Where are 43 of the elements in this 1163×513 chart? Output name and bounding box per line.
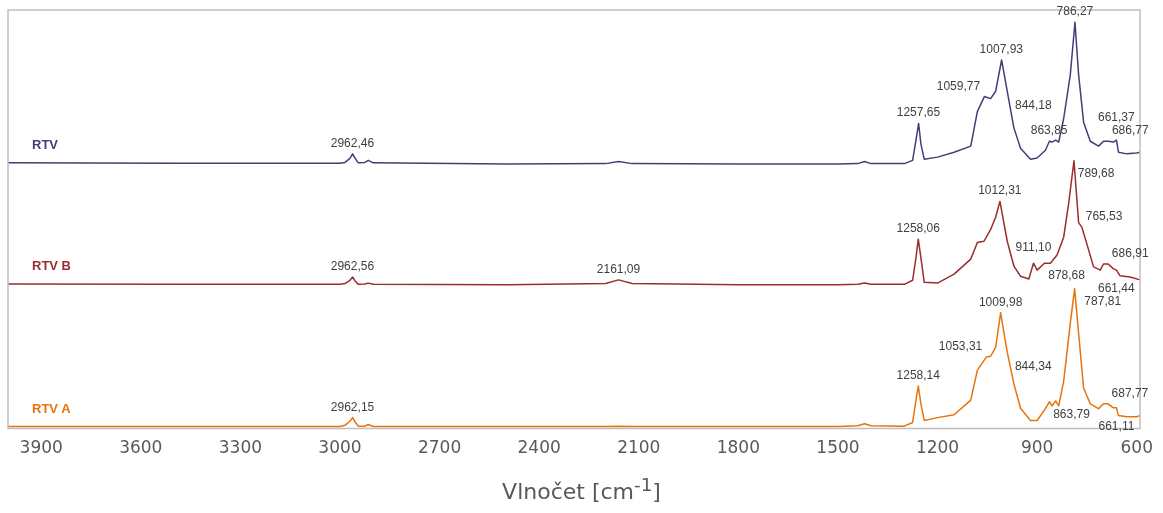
- x-tick-label: 3600: [119, 437, 163, 458]
- annotation: 2962,46: [330, 135, 375, 150]
- annotation: 787,81: [1084, 293, 1122, 308]
- annotation: 2962,15: [330, 399, 375, 414]
- annotation: 1009,98: [978, 294, 1023, 309]
- annotation: 661,44: [1097, 281, 1135, 296]
- annotation: 1059,77: [936, 78, 981, 93]
- x-tick-label: 2400: [517, 437, 561, 458]
- annotation: 1053,31: [938, 339, 983, 354]
- x-tick-label: 1200: [915, 437, 960, 458]
- x-axis-title: Vlnočet [cm$^{-1}$]: [501, 474, 662, 505]
- annotation: 789,68: [1077, 165, 1115, 180]
- series-label: RTV: [32, 136, 59, 152]
- annotation: 911,10: [1015, 240, 1052, 255]
- annotation: 1257,65: [896, 105, 941, 120]
- annotation: 2962,56: [330, 259, 375, 274]
- annotation: 844,34: [1014, 358, 1052, 373]
- annotation: 687,77: [1111, 385, 1149, 400]
- x-tick-label: 3300: [218, 437, 263, 458]
- annotation: 686,77: [1111, 123, 1149, 138]
- x-tick-label: 1800: [716, 437, 760, 458]
- annotation: 2161,09: [596, 261, 641, 276]
- annotation: 1258,14: [896, 367, 941, 382]
- annotation: 686,91: [1111, 246, 1149, 260]
- annotation: 1012,31: [978, 183, 1022, 198]
- annotation: 1007,93: [979, 41, 1024, 56]
- annotation: 765,53: [1085, 209, 1123, 224]
- x-tick-label: 2100: [617, 437, 661, 458]
- annotation: 661,11: [1098, 418, 1135, 433]
- x-tick-label: 3900: [19, 437, 63, 458]
- annotation: 878,68: [1048, 268, 1086, 283]
- annotation: 1258,06: [896, 221, 941, 236]
- x-tick-label: 1500: [816, 437, 860, 458]
- series-label: RTV A: [32, 400, 72, 416]
- x-tick-label: 900: [1020, 437, 1054, 458]
- annotation: 863,79: [1053, 406, 1091, 421]
- series-label: RTV B: [32, 257, 71, 273]
- annotation: 786,27: [1056, 4, 1094, 19]
- x-tick-label: 2700: [417, 437, 462, 458]
- annotation: 844,18: [1014, 98, 1052, 113]
- x-tick-label: 3000: [318, 437, 362, 458]
- x-tick-label: 600: [1120, 437, 1153, 458]
- annotation: 661,37: [1097, 110, 1136, 125]
